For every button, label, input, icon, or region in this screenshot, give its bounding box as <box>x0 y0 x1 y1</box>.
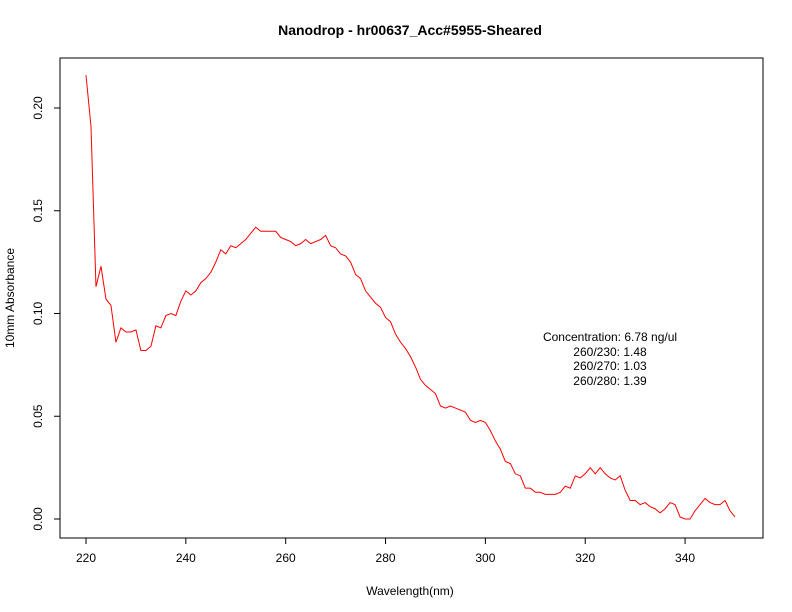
chart-title: Nanodrop - hr00637_Acc#5955-Sheared <box>278 22 542 38</box>
x-axis: 220 240 260 280 300 320 340 <box>76 538 695 565</box>
plot-frame <box>59 57 764 539</box>
y-tick-label-0.10: 0.10 <box>31 301 45 325</box>
x-tick-label-220: 220 <box>76 551 96 565</box>
series-line-absorbance <box>85 75 736 520</box>
y-axis: 0.00 0.05 0.10 0.15 0.20 <box>31 96 60 531</box>
y-axis-label: 10mm Absorbance <box>3 248 17 348</box>
x-tick-label-340: 340 <box>675 551 695 565</box>
y-tick-label-0.15: 0.15 <box>31 199 45 223</box>
annotation-concentration: Concentration: 6.78 ng/ul <box>543 330 677 344</box>
annotation-260-270: 260/270: 1.03 <box>573 359 647 373</box>
y-tick-label-0.00: 0.00 <box>31 507 45 531</box>
x-tick-label-280: 280 <box>376 551 396 565</box>
annotation-260-230: 260/230: 1.48 <box>573 345 647 359</box>
x-tick-label-240: 240 <box>176 551 196 565</box>
annotation-260-280: 260/280: 1.39 <box>573 374 647 388</box>
x-tick-label-320: 320 <box>575 551 595 565</box>
x-tick-label-260: 260 <box>276 551 296 565</box>
y-tick-label-0.05: 0.05 <box>31 404 45 428</box>
y-tick-label-0.20: 0.20 <box>31 96 45 120</box>
x-tick-label-300: 300 <box>475 551 495 565</box>
x-axis-label: Wavelength(nm) <box>366 584 454 598</box>
